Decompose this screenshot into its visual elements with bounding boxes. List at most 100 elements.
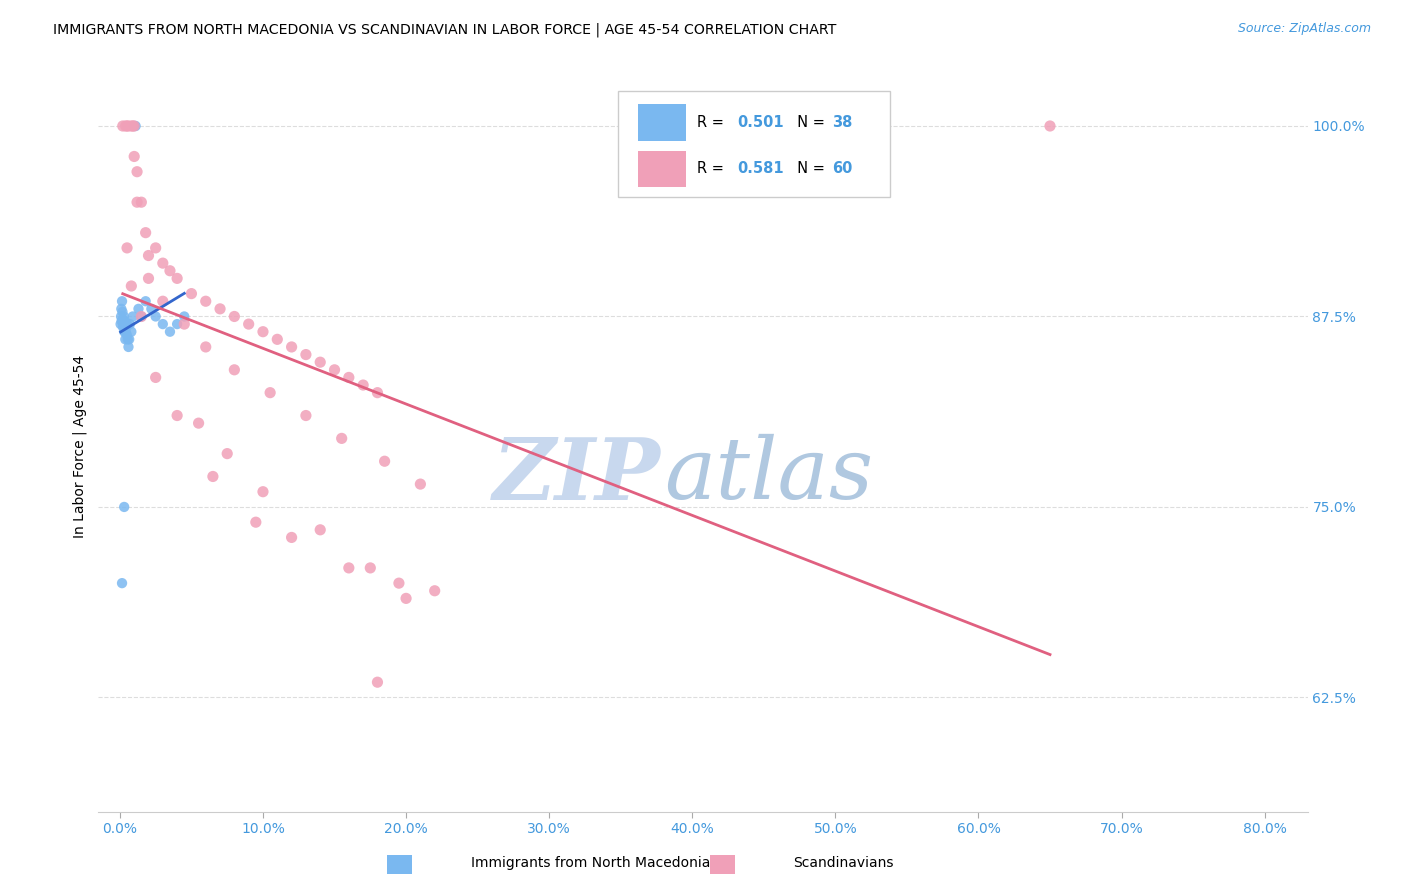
Point: [127, 301, 149, 316]
FancyBboxPatch shape: [638, 151, 686, 187]
Point: [110, 301, 132, 316]
Point: [124, 119, 146, 133]
Point: [266, 332, 288, 346]
Point: [245, 515, 267, 529]
Point: [388, 576, 411, 591]
Point: [259, 385, 281, 400]
Point: [112, 500, 135, 514]
Point: [166, 317, 188, 331]
Point: [366, 675, 388, 690]
Text: 0.581: 0.581: [737, 161, 783, 177]
Point: [145, 241, 167, 255]
Point: [330, 431, 353, 445]
Text: 38: 38: [832, 115, 853, 130]
Point: [117, 340, 139, 354]
Point: [115, 320, 138, 334]
Text: R =: R =: [697, 161, 728, 177]
Point: [173, 317, 195, 331]
Point: [117, 119, 139, 133]
Point: [111, 119, 134, 133]
Point: [238, 317, 260, 331]
Point: [135, 226, 157, 240]
Point: [224, 310, 246, 324]
Point: [295, 347, 318, 362]
Point: [187, 416, 209, 430]
Point: [152, 294, 174, 309]
Point: [120, 279, 142, 293]
Text: 60: 60: [832, 161, 853, 177]
Point: [122, 149, 145, 163]
Y-axis label: In Labor Force | Age 45-54: In Labor Force | Age 45-54: [73, 354, 87, 538]
Point: [309, 355, 332, 369]
Point: [110, 314, 132, 328]
Point: [359, 561, 381, 575]
Point: [217, 447, 239, 461]
Point: [111, 294, 134, 309]
Point: [423, 583, 446, 598]
FancyBboxPatch shape: [619, 91, 890, 197]
Point: [114, 314, 136, 328]
Point: [395, 591, 418, 606]
Text: N =: N =: [787, 161, 830, 177]
Point: [224, 363, 246, 377]
Point: [337, 370, 360, 384]
Point: [115, 327, 138, 342]
Point: [201, 469, 224, 483]
Point: [138, 248, 160, 262]
Point: [122, 119, 145, 133]
Text: atlas: atlas: [664, 434, 873, 516]
Point: [366, 385, 388, 400]
Point: [117, 332, 139, 346]
Point: [131, 310, 153, 324]
Point: [166, 409, 188, 423]
Point: [112, 325, 135, 339]
Point: [121, 119, 143, 133]
Point: [125, 195, 148, 210]
Point: [173, 310, 195, 324]
Point: [180, 286, 202, 301]
Point: [115, 119, 138, 133]
Point: [194, 340, 217, 354]
Text: 0.501: 0.501: [737, 115, 783, 130]
Text: Scandinavians: Scandinavians: [793, 856, 894, 871]
Point: [145, 370, 167, 384]
Text: ZIP: ZIP: [494, 434, 661, 517]
Point: [141, 301, 163, 316]
Text: Immigrants from North Macedonia: Immigrants from North Macedonia: [471, 856, 710, 871]
Point: [115, 317, 138, 331]
Point: [114, 325, 136, 339]
Point: [118, 317, 141, 331]
Point: [280, 340, 302, 354]
Point: [252, 484, 274, 499]
Point: [111, 576, 134, 591]
Text: N =: N =: [787, 115, 830, 130]
Point: [122, 119, 145, 133]
Point: [115, 317, 138, 331]
Point: [352, 378, 374, 392]
Point: [138, 271, 160, 285]
Point: [125, 164, 148, 178]
Point: [194, 294, 217, 309]
Text: R =: R =: [697, 115, 728, 130]
Point: [1039, 119, 1062, 133]
Point: [337, 561, 360, 575]
Point: [121, 310, 143, 324]
Point: [309, 523, 332, 537]
Point: [145, 310, 167, 324]
Point: [114, 332, 136, 346]
Point: [120, 119, 142, 133]
Point: [159, 264, 181, 278]
Point: [280, 530, 302, 544]
Point: [323, 363, 346, 377]
Point: [152, 256, 174, 270]
Point: [115, 241, 138, 255]
Point: [409, 477, 432, 491]
Point: [111, 312, 134, 326]
Point: [152, 317, 174, 331]
Point: [112, 320, 135, 334]
Point: [114, 119, 136, 133]
Point: [118, 332, 141, 346]
Point: [374, 454, 396, 468]
Text: IMMIGRANTS FROM NORTH MACEDONIA VS SCANDINAVIAN IN LABOR FORCE | AGE 45-54 CORRE: IMMIGRANTS FROM NORTH MACEDONIA VS SCAND…: [53, 22, 837, 37]
Point: [120, 325, 142, 339]
